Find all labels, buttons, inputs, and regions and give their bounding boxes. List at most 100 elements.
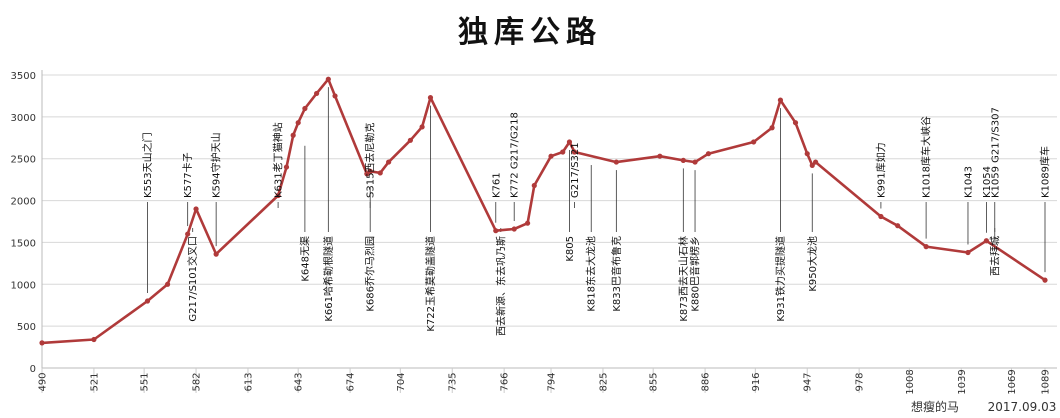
chart-title: 独库公路 [458,15,602,50]
data-point [524,220,531,226]
annotation-label: K761 [491,172,502,198]
data-point [367,168,373,174]
data-point [983,238,989,244]
x-tick-label: 1089 [1041,369,1052,394]
data-point [809,162,815,169]
data-point [571,149,578,155]
data-point [427,95,434,101]
x-tick-label: 886 [701,372,712,391]
y-tick-label: 3000 [11,113,36,124]
y-tick-label: 3500 [11,71,36,82]
x-tick-label: 704 [396,372,407,391]
data-point [792,120,799,126]
x-tick-label: 521 [89,372,100,391]
annotation-label: K577卡子 [181,152,194,198]
x-tick-label: 551 [140,372,151,391]
data-point [923,244,929,250]
data-point [751,139,757,145]
annotation-label: K661哈希勒根隧道 [322,236,335,322]
data-point [680,157,686,163]
annotation-label: G217/S101交叉口 [186,236,199,322]
data-point [531,182,537,189]
data-point [705,151,712,157]
y-tick-label: 1500 [11,238,36,249]
data-point [965,249,971,256]
data-point [144,298,151,304]
x-tick-label: 1069 [1007,369,1018,394]
annotation-label: K880巴音郭楞乡 [689,236,702,312]
annotation-label: K991库如力 [874,142,887,198]
data-point [613,159,619,165]
y-tick-label: 0 [30,364,36,375]
data-point [185,231,191,237]
data-point [1042,277,1048,283]
y-tick-label: 500 [17,322,36,333]
data-point [511,226,517,232]
annotation-label: K833巴音布鲁克 [610,236,623,312]
x-tick-label: 1008 [905,369,916,394]
x-tick-label: 674 [346,372,357,391]
x-tick-label: 582 [192,372,203,391]
annotation-leaders [147,87,1046,294]
annotation-label: K594守护天山 [210,132,223,198]
annotation-label: 西去拜城 [989,236,1001,276]
annotation-label: K1059 G217/S307 [990,107,1001,198]
data-point [295,120,301,126]
x-tick-label: 1039 [957,369,968,394]
y-tick-label: 2500 [11,155,36,166]
data-point [769,125,775,131]
annotation-label: K686乔尔马烈园 [364,236,377,312]
data-point [407,137,413,143]
annotation-labels: K553天山之门 K577卡子 G217/S101交叉口 K594守护天山 K631老丁… [141,107,1052,336]
data-point [560,149,566,155]
data-point [283,164,290,170]
y-tick-label: 2000 [11,197,36,208]
x-tick-label: 490 [38,372,49,391]
annotation-label: S315西去尼勒克 [364,123,377,198]
data-point [548,153,554,159]
data-point [566,139,573,145]
x-tick-label: 613 [243,372,254,391]
data-point [377,170,383,176]
data-point [804,151,810,157]
annotation-label: G217/S321 [570,142,581,198]
data-point [290,132,296,138]
data-point [812,159,819,165]
annotation-label: K772 G217/G218 [510,112,521,198]
data-point [213,251,219,257]
annotation-label: K1089库车 [1039,146,1052,198]
annotation-label: K931铁力买提隧道 [774,236,787,322]
data-point [39,340,45,346]
annotation-label: K1018库车大峡谷 [920,116,933,198]
data-point [275,192,281,199]
data-point [386,159,392,165]
data-point [91,336,97,343]
x-tick-label: 794 [547,372,558,391]
annotation-label: K1043 [963,166,974,198]
data-point [325,76,331,82]
annotation-label: K873西去天山石林 [677,236,690,322]
annotation-label: K818东去大龙池 [585,236,598,312]
annotation-label: K950大龙池 [806,236,819,292]
annotation-label: K805 [565,236,576,262]
data-point [314,90,320,97]
data-point [657,153,663,159]
annotation-label: 西去新源、东去巩乃斯 [494,236,507,336]
x-tick-label: 978 [855,372,866,391]
data-point [895,223,901,229]
annotation-label: K553天山之门 [141,132,154,198]
annotation-label: K631老丁猫神站 [272,122,285,198]
footer-author: 想瘦的马 [911,399,959,414]
data-point [302,105,308,112]
y-tick-label: 1000 [11,280,36,291]
data-point [777,97,784,103]
x-tick-label: 825 [598,372,609,391]
x-tick-label: 766 [500,372,511,391]
grid-lines [42,74,1057,369]
annotation-label: K722玉希莫勒盖隧道 [424,236,437,332]
annotation-label: K648无渠 [299,236,311,282]
data-point [692,159,698,165]
data-point [878,213,884,220]
data-point [419,124,425,130]
x-tick-label: 916 [751,372,762,391]
